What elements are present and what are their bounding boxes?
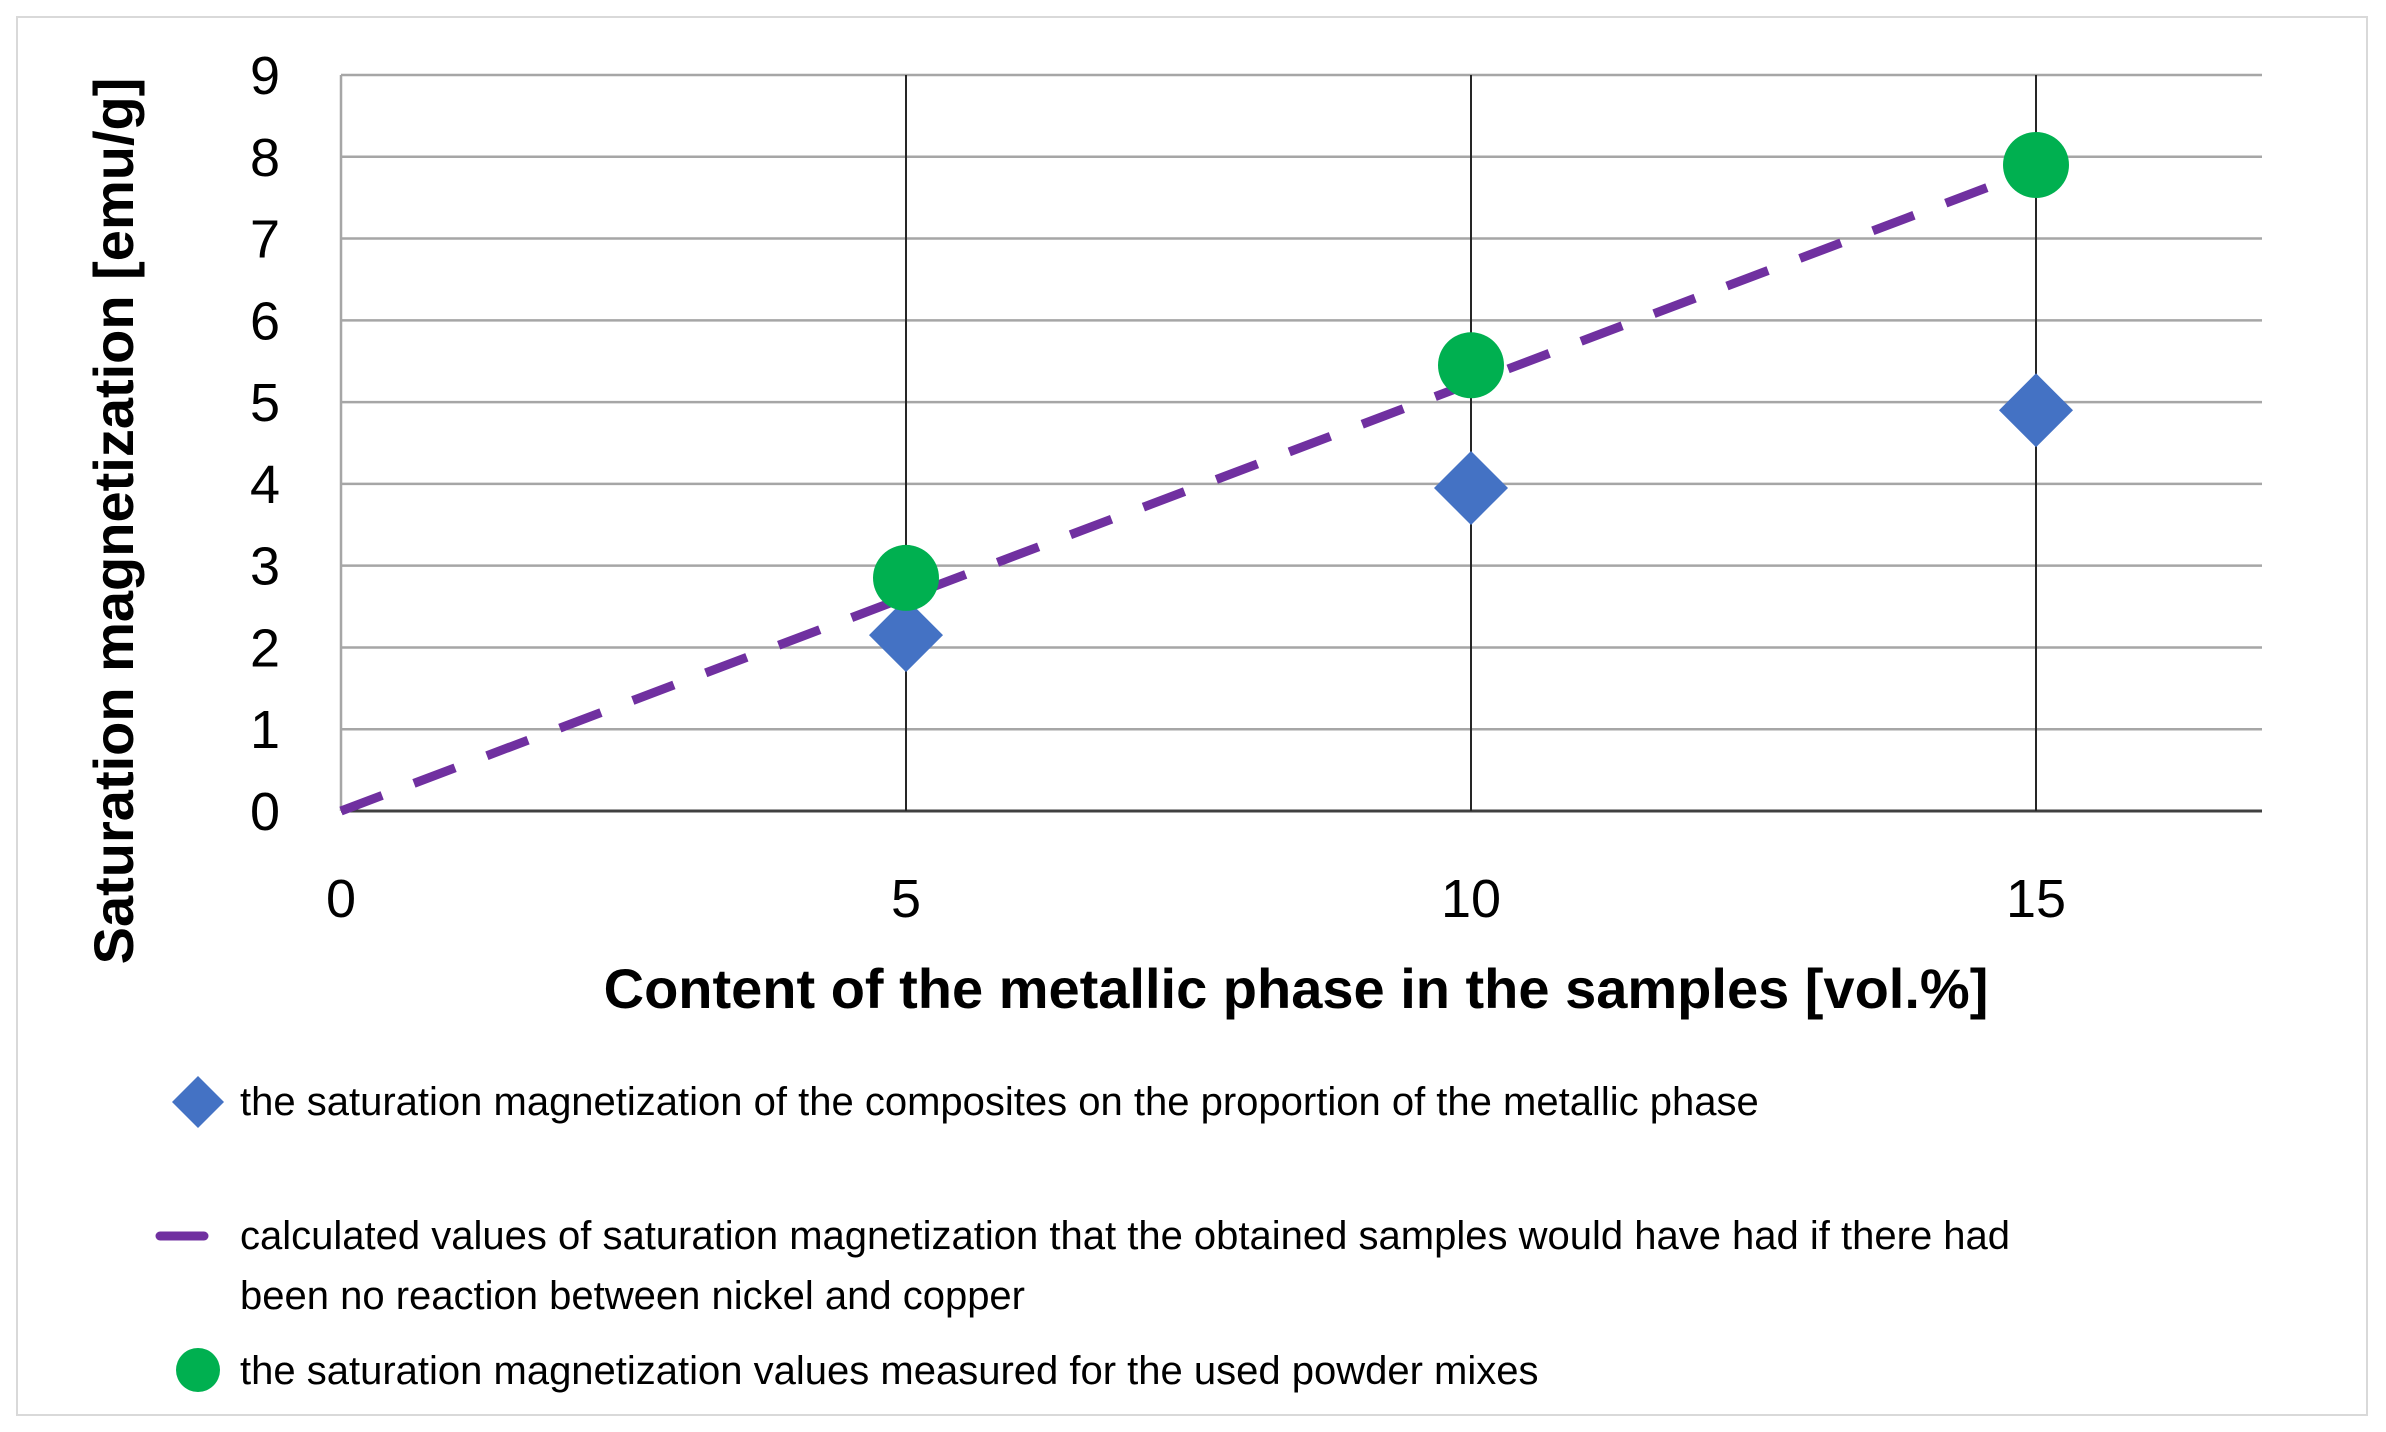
y-tick-label: 3 (250, 537, 280, 597)
y-tick-label: 0 (250, 782, 280, 842)
legend-item-calculated: calculated values of saturation magnetiz… (155, 1214, 2010, 1318)
x-tick-label: 0 (326, 869, 356, 929)
legend-diamond-icon (172, 1076, 224, 1128)
chart-frame (16, 16, 2368, 1416)
y-tick-label: 6 (250, 291, 280, 351)
composite-diamond-point (1999, 373, 2073, 448)
x-axis-title: Content of the metallic phase in the sam… (604, 957, 1989, 1020)
powder-circle-point (873, 544, 939, 611)
powder-circle-point (1438, 332, 1504, 399)
legend: the saturation magnetization of the comp… (155, 1076, 2010, 1393)
y-tick-label: 7 (250, 210, 280, 270)
composite-diamond-point (1434, 450, 1508, 525)
legend-item-composites: the saturation magnetization of the comp… (172, 1076, 1759, 1128)
y-tick-label: 2 (250, 618, 280, 678)
y-tick-label: 5 (250, 373, 280, 433)
grid-lines (339, 73, 2262, 813)
legend-label-calculated-line1: calculated values of saturation magnetiz… (240, 1214, 2010, 1258)
x-tick-label: 5 (891, 869, 921, 929)
y-axis-title: Saturation magnetization [emu/g] (82, 78, 145, 965)
composite-diamond-point (869, 598, 943, 673)
x-tick-label: 15 (2006, 869, 2066, 929)
data-marks (339, 131, 2073, 816)
y-tick-label: 4 (250, 455, 280, 515)
tick-labels: 0 1 2 3 4 5 6 7 8 9 0 5 10 15 (250, 46, 2066, 929)
x-tick-label: 10 (1441, 869, 1501, 929)
y-tick-label: 1 (250, 700, 280, 760)
calculated-dashed-line (339, 164, 2038, 816)
legend-label-calculated-line2: been no reaction between nickel and copp… (240, 1274, 1025, 1318)
y-tick-label: 9 (250, 46, 280, 106)
legend-label-composites: the saturation magnetization of the comp… (240, 1080, 1759, 1124)
powder-circle-point (2003, 131, 2069, 198)
legend-label-powder: the saturation magnetization values meas… (240, 1349, 1539, 1393)
y-tick-label: 8 (250, 128, 280, 188)
legend-item-powder: the saturation magnetization values meas… (176, 1348, 1539, 1393)
legend-circle-icon (176, 1348, 220, 1392)
